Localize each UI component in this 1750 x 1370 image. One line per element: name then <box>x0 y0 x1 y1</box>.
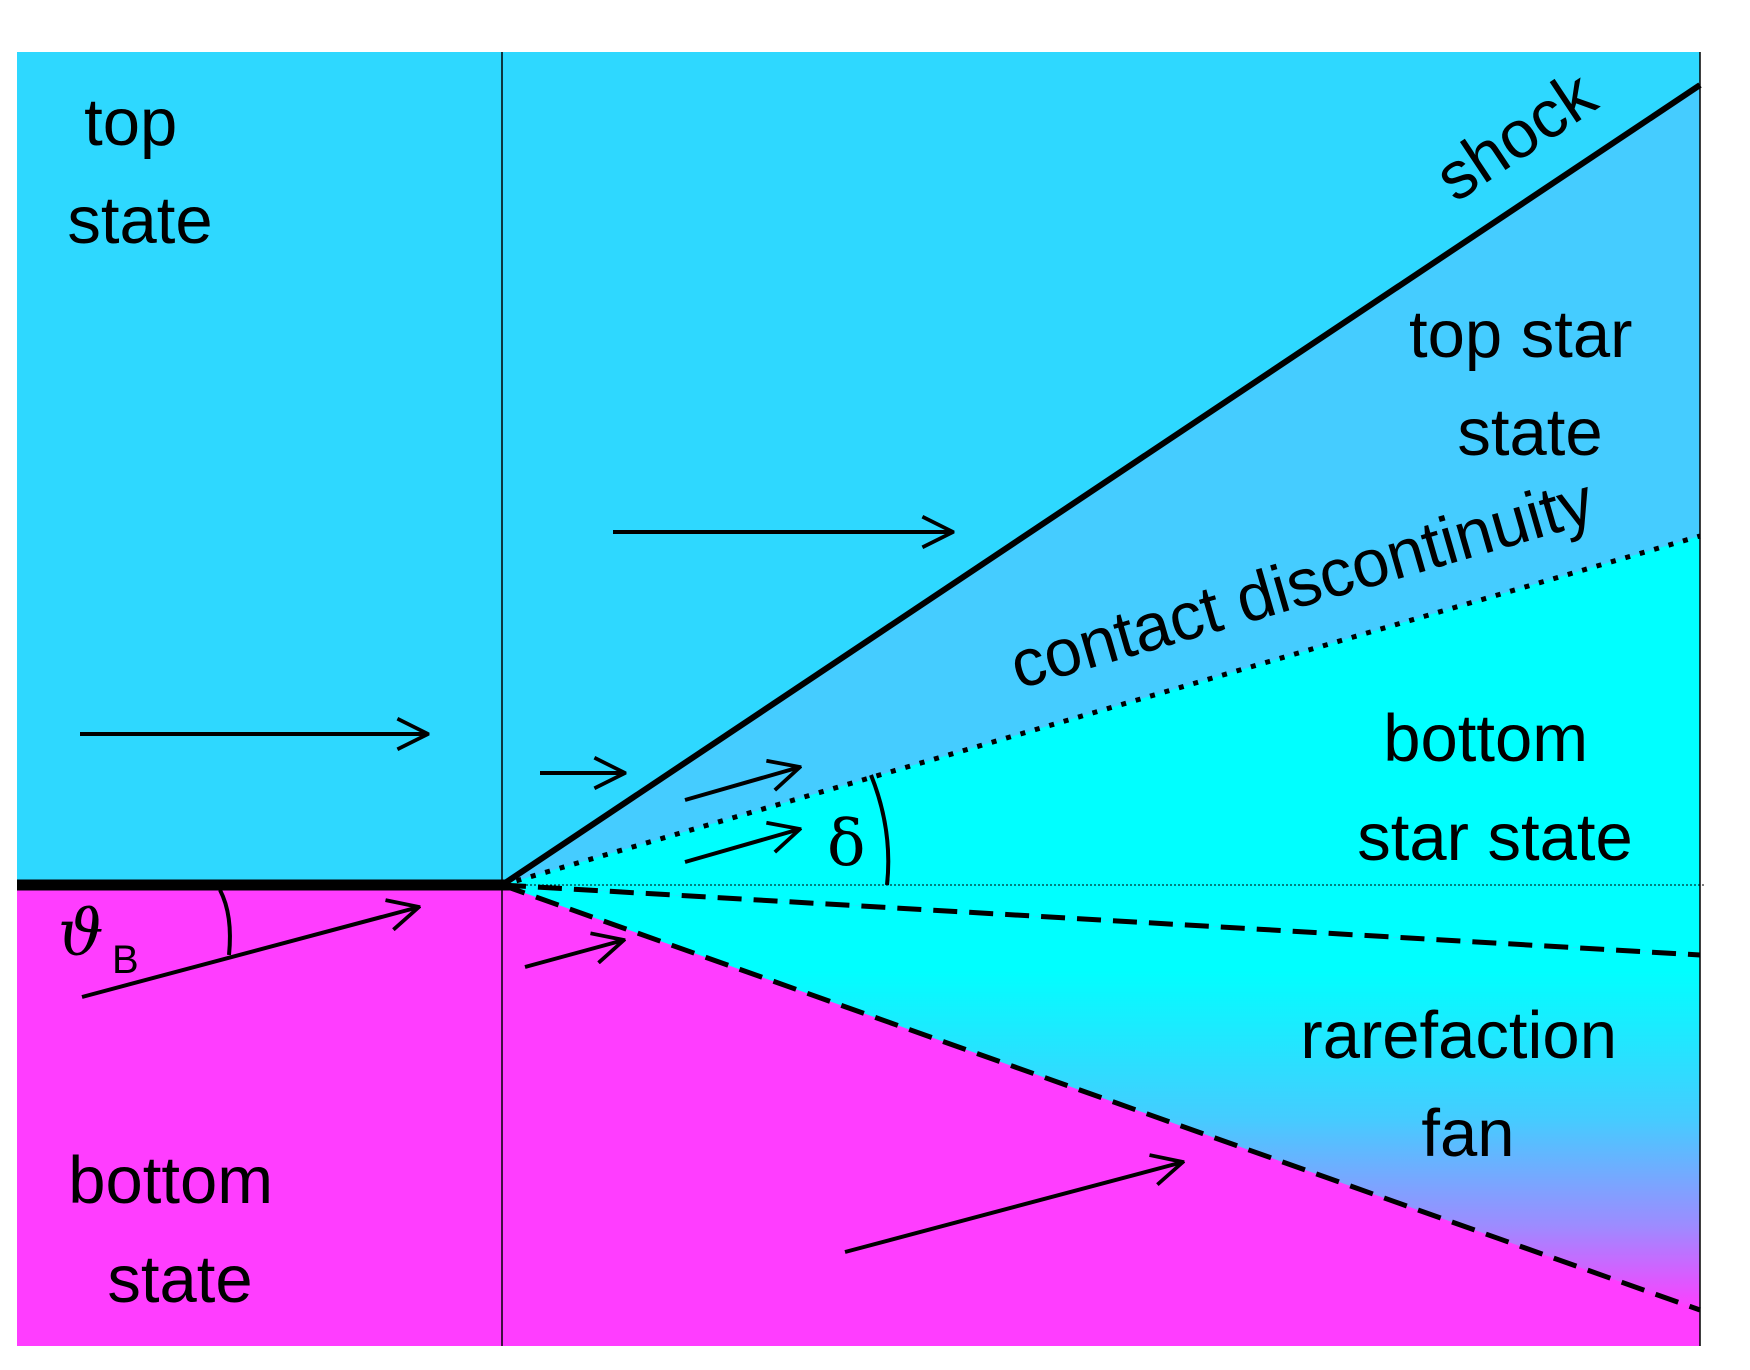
bottom-star-flow-arrow <box>684 829 800 864</box>
bottom-state-label: bottom state <box>68 1143 291 1317</box>
top-star-flow-arrow <box>684 767 800 802</box>
rarefaction-tail-line <box>501 882 1701 1313</box>
rarefaction-fan-label: rarefaction fan <box>1300 998 1635 1171</box>
bottom-region-flow-arrow <box>844 1162 1183 1254</box>
bottom-state-flow-arrow <box>81 907 419 999</box>
shock-line <box>500 82 1702 888</box>
rarefaction-head-line <box>501 882 1701 958</box>
delta-angle-arc <box>869 774 891 886</box>
contact-discontinuity-line <box>501 533 1701 888</box>
flow-arrows <box>80 532 1183 1254</box>
near-fan-flow-arrow <box>524 940 624 969</box>
top-star-state-label: top star state <box>1409 297 1651 470</box>
top-state-label: top state <box>67 85 212 258</box>
theta-angle-arc <box>218 889 232 956</box>
bottom-star-state-label: bottom star state <box>1357 701 1633 875</box>
delta-angle-label: δ <box>827 807 866 881</box>
